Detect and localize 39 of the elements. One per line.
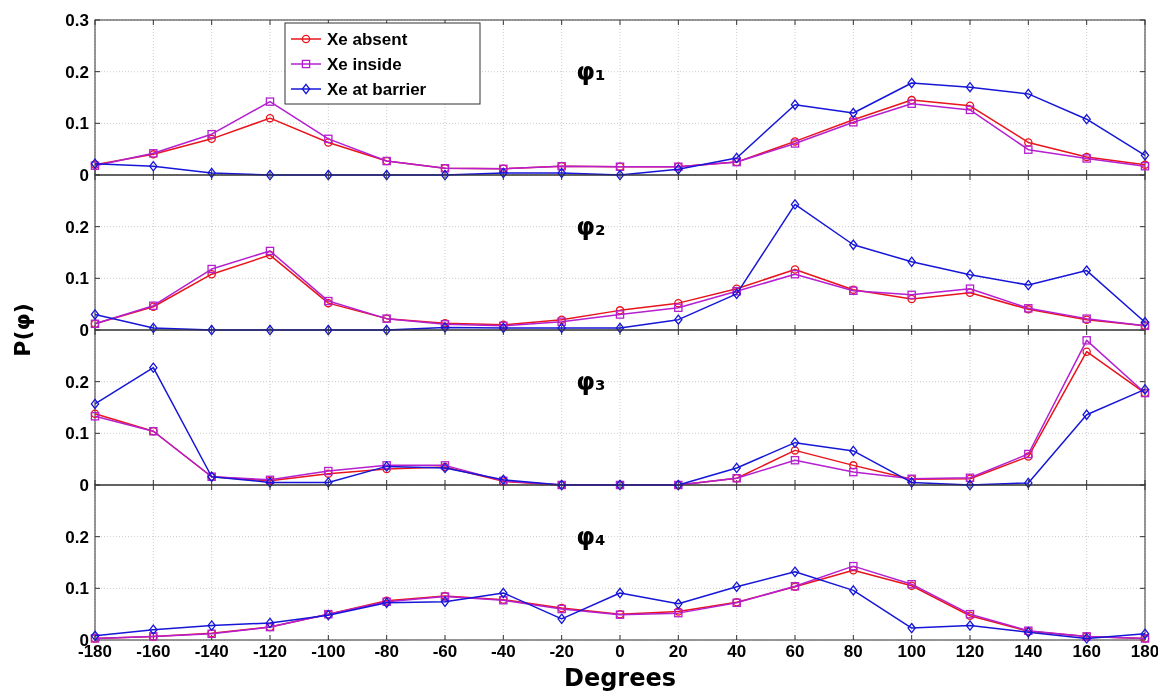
x-tick-label: 160 [1072, 642, 1101, 661]
x-tick-label: -100 [311, 642, 346, 661]
x-tick-label: -40 [491, 642, 516, 661]
x-tick-label: 80 [843, 642, 863, 661]
y-tick-label: 0 [79, 166, 89, 185]
y-tick-label: 0.1 [65, 269, 89, 289]
legend-label: Xe absent [327, 30, 408, 49]
y-tick-label: 0.1 [65, 424, 89, 444]
y-axis-title: P(φ) [10, 303, 35, 357]
x-tick-label: -120 [252, 642, 288, 661]
x-tick-label: -160 [136, 642, 171, 661]
x-tick-label: -60 [432, 642, 458, 661]
y-tick-label: 0.2 [65, 62, 89, 82]
y-tick-label: 0.2 [65, 527, 89, 547]
x-tick-label: 180 [1130, 642, 1158, 661]
y-tick-label: 0.2 [65, 217, 89, 237]
x-axis-title: Degrees [563, 664, 677, 692]
legend-label: Xe inside [327, 55, 402, 74]
x-tick-label: -140 [194, 642, 229, 661]
x-tick-label: 20 [668, 642, 688, 661]
y-tick-label: 0.1 [65, 579, 89, 599]
text: φ₂ [576, 213, 606, 241]
y-tick-label: 0.1 [65, 114, 89, 134]
x-tick-label: 120 [955, 642, 985, 661]
y-tick-label: 0 [79, 476, 89, 495]
x-tick-label: 0 [615, 642, 625, 661]
legend-label: Xe at barrier [327, 80, 427, 99]
y-tick-label: 0.2 [65, 372, 89, 392]
x-tick-label: 60 [785, 642, 805, 661]
x-tick-label: -20 [549, 642, 574, 661]
y-tick-label: 0 [79, 321, 89, 340]
x-tick-label: -80 [374, 642, 399, 661]
x-tick-label: 40 [727, 642, 747, 661]
x-tick-label: 140 [1014, 642, 1043, 661]
x-tick-label: 100 [897, 642, 926, 661]
text: φ₃ [576, 368, 606, 396]
y-tick-label: 0.3 [65, 11, 89, 30]
text: φ₁ [576, 58, 606, 86]
text: φ₄ [576, 523, 606, 551]
